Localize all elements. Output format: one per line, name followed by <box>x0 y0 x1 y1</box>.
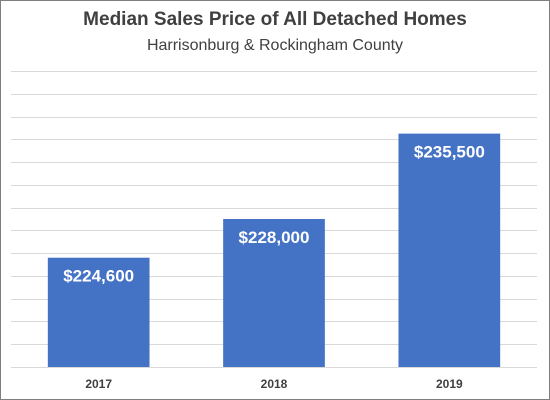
x-tick-label: 2018 <box>261 377 288 391</box>
bar <box>398 133 501 367</box>
x-tick-label: 2017 <box>85 377 112 391</box>
data-label: $224,600 <box>63 267 134 286</box>
bar <box>47 257 150 367</box>
chart-subtitle: Harrisonburg & Rockingham County <box>146 37 404 54</box>
data-label: $235,500 <box>414 143 485 162</box>
bar <box>223 219 325 367</box>
chart-title: Median Sales Price of All Detached Homes <box>83 9 467 30</box>
data-label: $228,000 <box>239 228 310 247</box>
x-tick-label: 2019 <box>436 377 463 391</box>
